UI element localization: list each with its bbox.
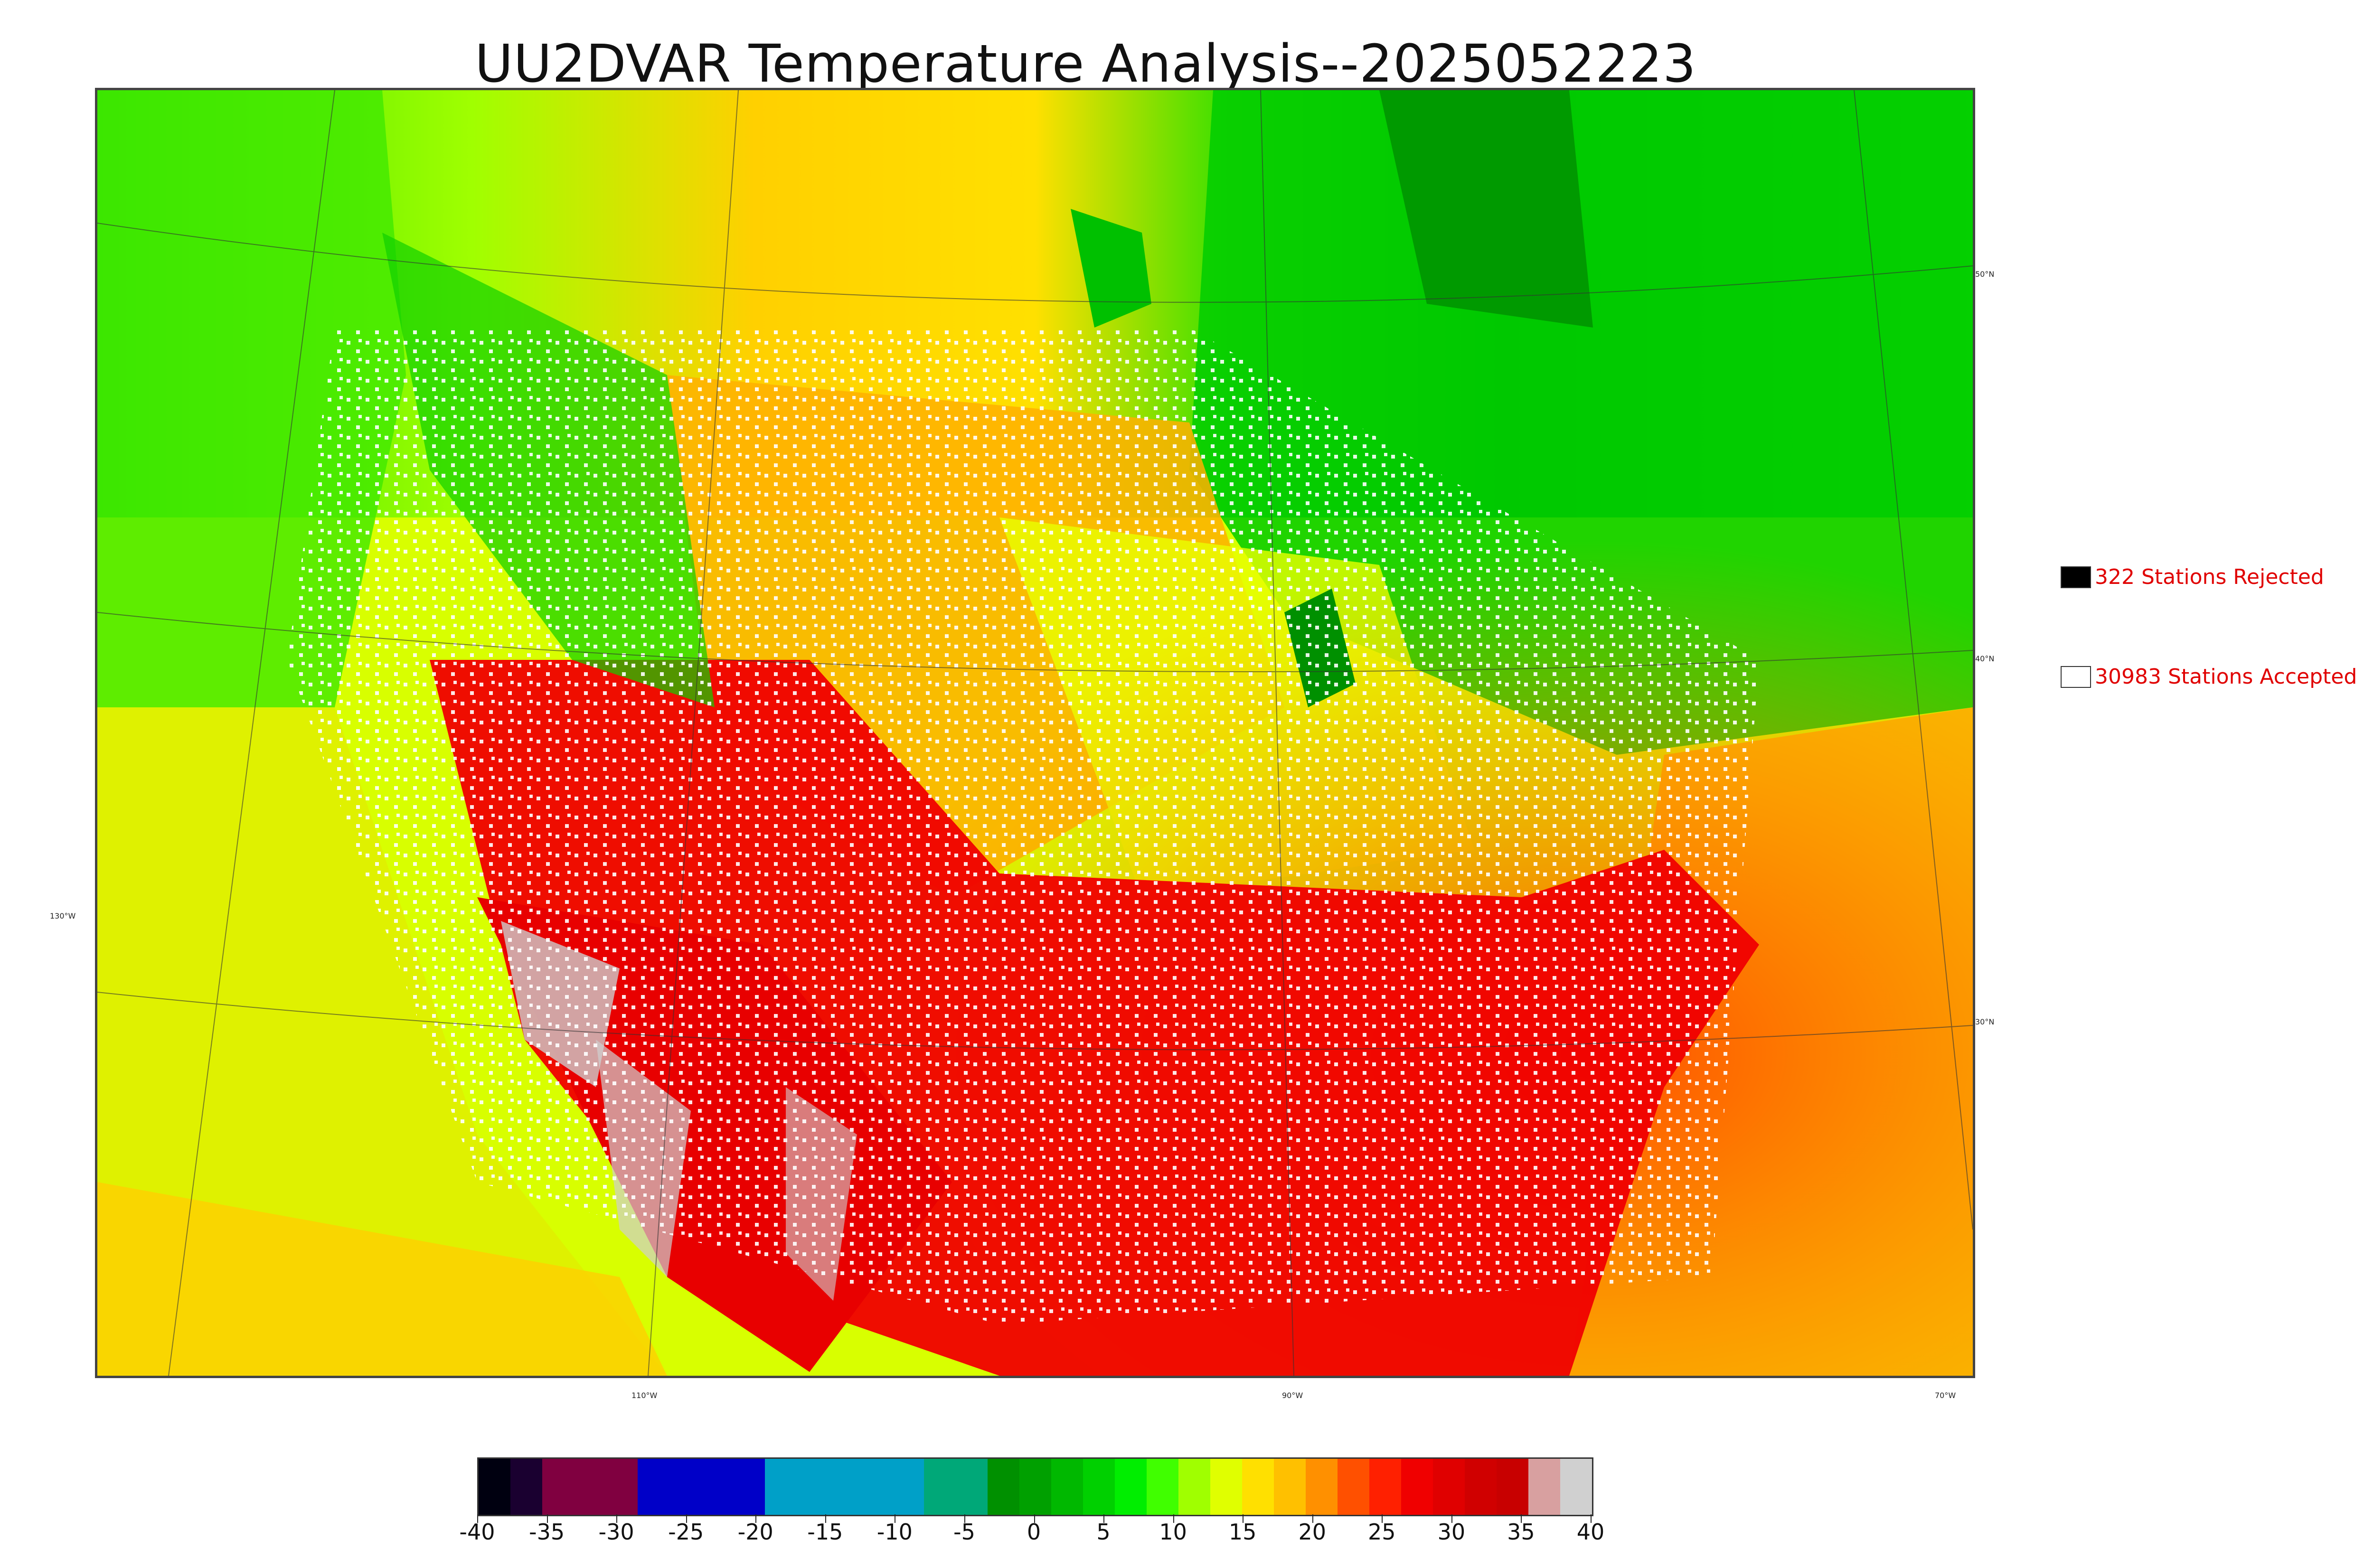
colorbar-tick <box>686 1514 687 1523</box>
colorbar-segment <box>1115 1459 1147 1515</box>
accepted-swatch <box>2061 666 2091 688</box>
colorbar-tick-label: 35 <box>1507 1519 1535 1545</box>
colorbar-tick <box>1312 1514 1313 1523</box>
lon-label-90w: 90°W <box>1282 1391 1303 1400</box>
colorbar-segment <box>1019 1459 1051 1515</box>
colorbar-tick-label: -5 <box>953 1519 975 1545</box>
colorbar-tick <box>1451 1514 1452 1523</box>
colorbar-tick <box>477 1514 478 1523</box>
colorbar-segment <box>510 1459 542 1515</box>
colorbar-segment <box>1528 1459 1560 1515</box>
colorbar-segment <box>1051 1459 1083 1515</box>
rejected-label: 322 Stations Rejected <box>2095 565 2324 589</box>
colorbar-segment <box>1369 1459 1401 1515</box>
colorbar-segment <box>479 1459 510 1515</box>
colorbar-tick <box>1591 1514 1592 1523</box>
colorbar-segment <box>638 1459 669 1515</box>
rejected-swatch <box>2061 566 2091 588</box>
colorbar-tick <box>825 1514 826 1523</box>
colorbar-segment <box>1560 1459 1592 1515</box>
colorbar-segment <box>765 1459 797 1515</box>
colorbar-tick <box>1034 1514 1035 1523</box>
colorbar-segment <box>574 1459 606 1515</box>
colorbar-tick <box>616 1514 618 1523</box>
colorbar-segment <box>1433 1459 1465 1515</box>
colorbar-tick-label: -10 <box>876 1519 913 1545</box>
colorbar-tick-label: -35 <box>528 1519 565 1545</box>
colorbar-tick-label: 30 <box>1437 1519 1466 1545</box>
colorbar-tick-label: 15 <box>1228 1519 1257 1545</box>
lon-label-130w: 130°W <box>50 911 76 920</box>
colorbar-segment <box>669 1459 701 1515</box>
colorbar-segment <box>542 1459 574 1515</box>
temperature-map[interactable]: 50°N 40°N 30°N 130°W 110°W 90°W 70°W <box>50 88 1994 1400</box>
accepted-label: 30983 Stations Accepted <box>2095 665 2357 689</box>
colorbar-segment <box>988 1459 1019 1515</box>
colorbar-tick <box>546 1514 548 1523</box>
temperature-field <box>97 90 1973 1376</box>
colorbar-segment <box>701 1459 733 1515</box>
colorbar-segment <box>797 1459 829 1515</box>
colorbar-segment <box>1147 1459 1178 1515</box>
lon-label-70w: 70°W <box>1935 1391 1956 1400</box>
colorbar-segment <box>860 1459 892 1515</box>
colorbar-segment <box>1497 1459 1528 1515</box>
temperature-colorbar <box>477 1457 1593 1516</box>
colorbar-tick <box>1173 1514 1174 1523</box>
colorbar-segment <box>829 1459 860 1515</box>
colorbar-tick-label: -15 <box>807 1519 843 1545</box>
colorbar-tick <box>1521 1514 1522 1523</box>
colorbar-tick-label: 20 <box>1298 1519 1327 1545</box>
colorbar-segment <box>1465 1459 1497 1515</box>
colorbar-tick-label: 10 <box>1159 1519 1187 1545</box>
legend-accepted: 30983 Stations Accepted <box>2061 665 2357 689</box>
lon-label-110w: 110°W <box>631 1391 658 1400</box>
colorbar-segment <box>956 1459 988 1515</box>
colorbar-segment <box>1178 1459 1210 1515</box>
lat-label-50n: 50°N <box>1975 270 1995 279</box>
colorbar-tick-label: -40 <box>459 1519 495 1545</box>
colorbar-tick-label: -25 <box>668 1519 704 1545</box>
colorbar-segment <box>924 1459 956 1515</box>
lat-label-30n: 30°N <box>1975 1017 1995 1026</box>
colorbar-segment <box>1210 1459 1242 1515</box>
colorbar-segment <box>733 1459 765 1515</box>
colorbar-tick-label: -20 <box>737 1519 773 1545</box>
colorbar-segment <box>1306 1459 1338 1515</box>
colorbar-tick-label: 40 <box>1576 1519 1605 1545</box>
colorbar-tick <box>755 1514 757 1523</box>
colorbar-segment <box>606 1459 638 1515</box>
lat-label-40n: 40°N <box>1975 654 1995 663</box>
colorbar-tick <box>1382 1514 1383 1523</box>
colorbar-segment <box>1274 1459 1306 1515</box>
colorbar-segment <box>1242 1459 1274 1515</box>
colorbar-tick <box>1103 1514 1105 1523</box>
colorbar-tick-label: 25 <box>1368 1519 1396 1545</box>
colorbar-segment <box>1401 1459 1433 1515</box>
colorbar-tick-label: 0 <box>1027 1519 1041 1545</box>
colorbar-tick-label: -30 <box>598 1519 634 1545</box>
colorbar-segment <box>1338 1459 1369 1515</box>
colorbar-tick <box>1243 1514 1244 1523</box>
colorbar-tick-label: 5 <box>1096 1519 1111 1545</box>
legend-rejected: 322 Stations Rejected <box>2061 565 2324 589</box>
map-title: UU2DVAR Temperature Analysis--2025052223 <box>475 33 1696 94</box>
colorbar-segment <box>1083 1459 1115 1515</box>
colorbar-segment <box>892 1459 924 1515</box>
colorbar-tick <box>964 1514 965 1523</box>
